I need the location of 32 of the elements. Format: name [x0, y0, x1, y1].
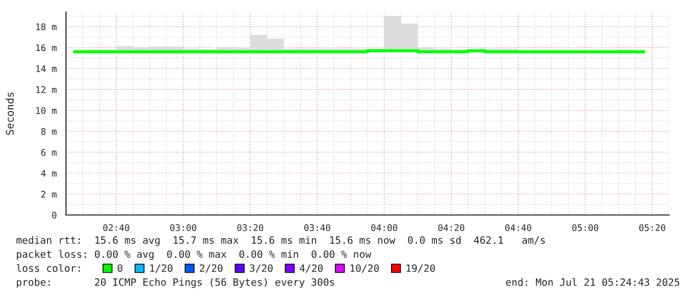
- text: median rtt: 15.6 ms avg 15.7 ms max 15.6 ms min 15.6 ms now 0.0 ms sd 462.1 am/s: [16, 236, 545, 246]
- x-tick-label: 02:40: [103, 224, 130, 232]
- text: packet loss: 0.00 % avg 0.00 % max 0.00 % min 0.00 % now: [16, 250, 372, 260]
- legend-label: 10/20: [350, 264, 379, 273]
- text: probe: 20 ICMP Echo Pings (56 Bytes) every 300s: [16, 278, 334, 288]
- y-tick-label: 14 m: [36, 65, 57, 72]
- legend-label: 3/20: [250, 264, 273, 273]
- y-tick-label: 8 m: [41, 128, 57, 135]
- y-tick-label: 10 m: [36, 107, 57, 114]
- legend-title: loss color:: [16, 264, 80, 272]
- y-tick-label: 2 m: [41, 190, 57, 198]
- y-tick-label: 0: [52, 212, 56, 219]
- y-axis-title: Seconds: [6, 92, 14, 135]
- x-tick-label: 05:00: [572, 224, 598, 232]
- legend-label: 0: [118, 264, 122, 272]
- y-tick-label: 12 m: [36, 86, 57, 93]
- text: end: Mon Jul 21 05:24:43 2025: [506, 278, 680, 286]
- y-tick-label: 18 m: [36, 23, 57, 30]
- x-tick-label: 05:20: [639, 224, 666, 232]
- legend-label: 19/20: [406, 264, 435, 273]
- x-tick-label: 04:40: [505, 224, 532, 232]
- x-tick-label: 03:20: [237, 224, 264, 232]
- legend-label: 1/20: [150, 264, 172, 273]
- legend-label: 2/20: [200, 264, 223, 273]
- y-tick-label: 4 m: [41, 170, 57, 177]
- x-tick-label: 03:40: [304, 224, 330, 232]
- x-tick-label: 04:20: [438, 224, 464, 232]
- x-tick-label: 03:00: [170, 224, 196, 232]
- x-tick-label: 04:00: [371, 224, 398, 232]
- y-tick-label: 16 m: [36, 44, 57, 52]
- legend-label: 4/20: [300, 264, 323, 273]
- y-tick-label: 6 m: [41, 148, 57, 156]
